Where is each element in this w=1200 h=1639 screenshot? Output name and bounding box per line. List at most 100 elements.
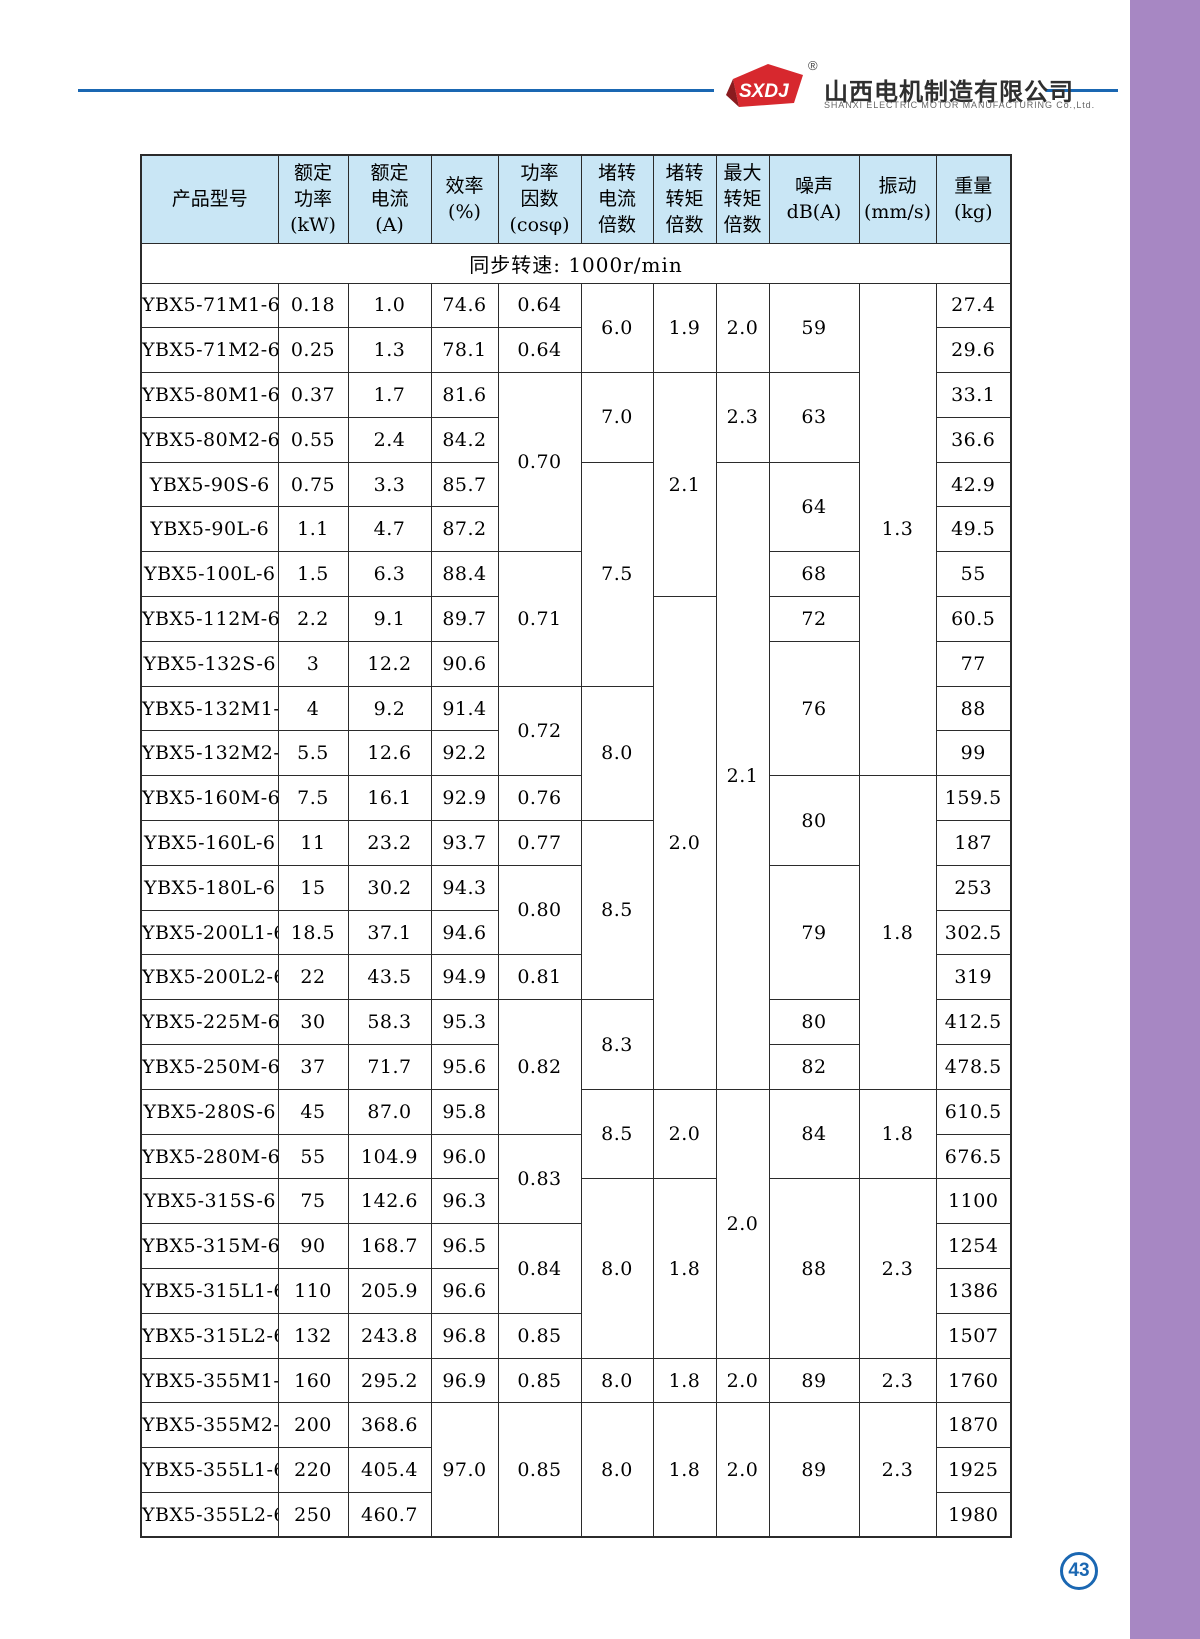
sxdj-logo: SXDJ bbox=[726, 64, 803, 107]
table-row: YBX5-280M-6 55 104.9 96.0 0.83 676.5 bbox=[140, 1133, 1012, 1225]
cell: 4.7 bbox=[347, 506, 432, 553]
cell: 64 bbox=[768, 461, 860, 553]
cell: 1.8 bbox=[652, 1178, 717, 1359]
company-name-en: SHANXI ELECTRIC MOTOR MANUFACTURING Co.,… bbox=[824, 100, 1095, 110]
cell: 319 bbox=[935, 954, 1012, 1001]
cell: 1.3 bbox=[858, 282, 937, 777]
cell: 0.18 bbox=[277, 282, 349, 329]
table-row: YBX5-90S-6 0.75 3.3 85.7 7.5 2.1 64 42.9 bbox=[140, 461, 1012, 1090]
cell: 78.1 bbox=[430, 327, 499, 374]
table-row: YBX5-355L1-6 220 405.4 1925 bbox=[140, 1447, 1012, 1494]
cell: YBX5-355M2-6 bbox=[140, 1402, 279, 1449]
cell: 1254 bbox=[935, 1223, 1012, 1270]
cell: 30.2 bbox=[347, 864, 432, 911]
cell: 0.72 bbox=[497, 685, 582, 777]
table-row: YBX5-180L-6 15 30.2 94.3 0.80 79 253 bbox=[140, 864, 1012, 1001]
cell: 1.7 bbox=[347, 372, 432, 418]
column-header-3: 效率 (%) bbox=[430, 154, 499, 244]
cell: 29.6 bbox=[935, 327, 1012, 374]
cell: 12.2 bbox=[347, 640, 432, 687]
cell: 99 bbox=[935, 730, 1012, 777]
cell: 96.6 bbox=[430, 1268, 499, 1314]
cell: 89 bbox=[768, 1402, 860, 1538]
table-row: YBX5-132S-6 3 12.2 90.6 76 77 bbox=[140, 640, 1012, 777]
cell: 55 bbox=[935, 551, 1012, 598]
column-header-5: 堵转 电流 倍数 bbox=[580, 154, 654, 244]
table-row: YBX5-100L-6 1.5 6.3 88.4 0.71 68 55 bbox=[140, 551, 1012, 687]
cell: 676.5 bbox=[935, 1133, 1012, 1180]
cell: 0.75 bbox=[277, 461, 349, 508]
column-header-1: 额定 功率 (kW) bbox=[277, 154, 349, 244]
cell: 85.7 bbox=[430, 461, 499, 508]
cell: 45 bbox=[277, 1088, 349, 1135]
cell: 368.6 bbox=[347, 1402, 432, 1449]
cell: 2.1 bbox=[715, 461, 770, 1090]
cell: 200 bbox=[277, 1402, 349, 1449]
cell: 0.37 bbox=[277, 372, 349, 418]
cell: 0.80 bbox=[497, 864, 582, 956]
cell: YBX5-160L-6 bbox=[140, 820, 279, 866]
cell: 6.3 bbox=[347, 551, 432, 598]
cell: 77 bbox=[935, 640, 1012, 687]
cell: 93.7 bbox=[430, 820, 499, 866]
cell: 405.4 bbox=[347, 1447, 432, 1494]
logo-flag-fold bbox=[726, 79, 739, 107]
cell: 142.6 bbox=[347, 1178, 432, 1225]
cell: YBX5-100L-6 bbox=[140, 551, 279, 598]
cell: 1507 bbox=[935, 1312, 1012, 1359]
cell: 2.0 bbox=[652, 596, 717, 1090]
cell: 27.4 bbox=[935, 282, 1012, 329]
cell: YBX5-90L-6 bbox=[140, 506, 279, 553]
cell: YBX5-250M-6 bbox=[140, 1044, 279, 1090]
cell: 9.1 bbox=[347, 596, 432, 642]
cell: YBX5-200L2-6 bbox=[140, 954, 279, 1001]
cell: 1980 bbox=[935, 1492, 1012, 1538]
cell: 0.70 bbox=[497, 372, 582, 553]
cell: 1.3 bbox=[347, 327, 432, 374]
motor-spec-table: 产品型号 额定 功率 (kW) 额定 电流 (A) 效率 (%) 功率 因数 (cosφ) 堵转 电流 倍数… bbox=[140, 154, 1012, 1539]
table-row: YBX5-160M-6 7.5 16.1 92.9 0.76 80 1.8 159.5 bbox=[140, 775, 1012, 1090]
table-row: YBX5-132M1-6 4 9.2 91.4 0.72 8.0 88 bbox=[140, 685, 1012, 822]
cell: 96.9 bbox=[430, 1357, 499, 1404]
cell: 302.5 bbox=[935, 909, 1012, 956]
cell: 88 bbox=[768, 1178, 860, 1359]
cell: YBX5-71M1-6 bbox=[140, 282, 279, 329]
cell: 478.5 bbox=[935, 1044, 1012, 1090]
cell: 1.8 bbox=[858, 775, 937, 1090]
cell: 0.85 bbox=[497, 1357, 582, 1404]
cell: 0.77 bbox=[497, 820, 582, 866]
cell: YBX5-132S-6 bbox=[140, 640, 279, 687]
cell: 88 bbox=[935, 685, 1012, 732]
column-header-0: 产品型号 bbox=[140, 154, 279, 244]
cell: 71.7 bbox=[347, 1044, 432, 1090]
cell: 2.0 bbox=[715, 1357, 770, 1404]
cell: 8.0 bbox=[580, 685, 654, 822]
table-row: YBX5-315S-6 75 142.6 96.3 8.0 1.8 88 2.3 1100 bbox=[140, 1178, 1012, 1359]
cell: 87.2 bbox=[430, 506, 499, 553]
cell: 30 bbox=[277, 999, 349, 1046]
cell: 88.4 bbox=[430, 551, 499, 598]
cell: 9.2 bbox=[347, 685, 432, 732]
purple-side-band bbox=[1130, 0, 1200, 1639]
cell: 82 bbox=[768, 1044, 860, 1090]
page-number-badge: 43 bbox=[1060, 1552, 1098, 1590]
cell: YBX5-71M2-6 bbox=[140, 327, 279, 374]
cell: 1100 bbox=[935, 1178, 1012, 1225]
cell: YBX5-160M-6 bbox=[140, 775, 279, 822]
cell: YBX5-315M-6 bbox=[140, 1223, 279, 1270]
cell: 94.3 bbox=[430, 864, 499, 911]
cell: 95.8 bbox=[430, 1088, 499, 1135]
cell: YBX5-80M1-6 bbox=[140, 372, 279, 418]
table-row: YBX5-80M2-6 0.55 2.4 84.2 36.6 bbox=[140, 416, 1012, 463]
cell: 92.9 bbox=[430, 775, 499, 822]
cell: 220 bbox=[277, 1447, 349, 1494]
cell: 37 bbox=[277, 1044, 349, 1090]
cell: YBX5-355M1-6 bbox=[140, 1357, 279, 1404]
column-header-6: 堵转 转矩 倍数 bbox=[652, 154, 717, 244]
cell: 6.0 bbox=[580, 282, 654, 374]
header-rule-right bbox=[1046, 89, 1118, 92]
cell: 7.5 bbox=[580, 461, 654, 687]
cell: YBX5-225M-6 bbox=[140, 999, 279, 1046]
table-body: 同步转速: 1000r/min YBX5-71M1-6 0.18 1.0 74.6 0.6… bbox=[140, 242, 1012, 1538]
